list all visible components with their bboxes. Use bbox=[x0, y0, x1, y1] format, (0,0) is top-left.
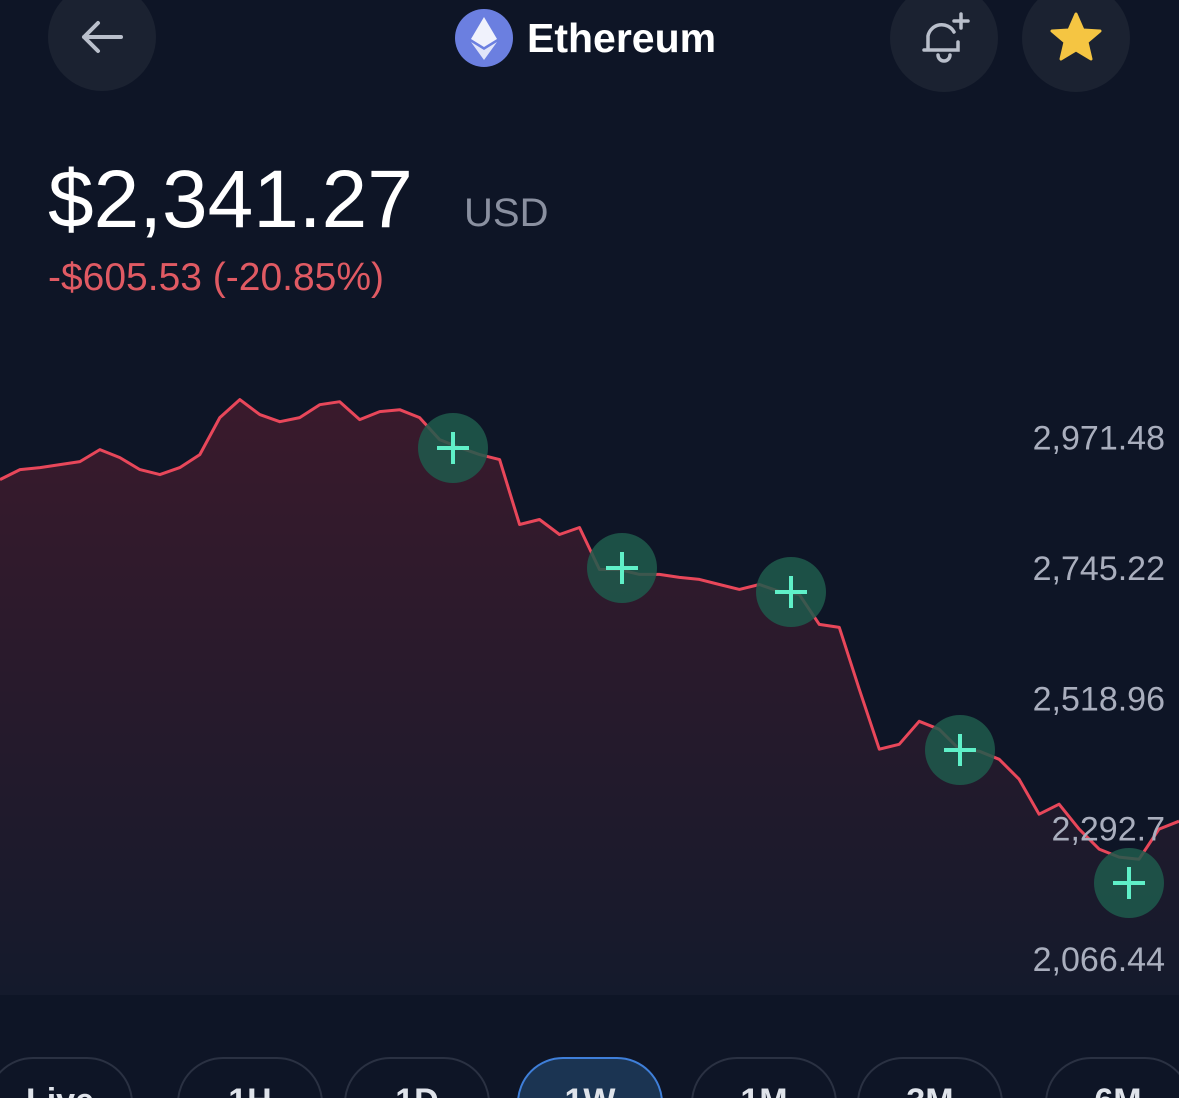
event-marker[interactable] bbox=[418, 413, 488, 483]
y-tick-label: 2,971.48 bbox=[1033, 420, 1165, 458]
tab-pill[interactable] bbox=[517, 1057, 663, 1098]
y-tick-label: 2,066.44 bbox=[1033, 941, 1165, 979]
tab-pill[interactable] bbox=[0, 1057, 133, 1098]
event-marker[interactable] bbox=[1094, 848, 1164, 918]
favorite-button[interactable] bbox=[1022, 0, 1130, 92]
tab-label[interactable]: 1W bbox=[565, 1082, 617, 1098]
y-tick-label: 2,745.22 bbox=[1033, 550, 1165, 588]
y-tick-label: 2,518.96 bbox=[1033, 680, 1165, 718]
currency: USD bbox=[464, 191, 548, 235]
tab-pill[interactable] bbox=[1045, 1057, 1179, 1098]
price: $2,341.27 bbox=[48, 154, 413, 245]
price-change: -$605.53 (-20.85%) bbox=[48, 256, 384, 299]
tab-pill[interactable] bbox=[691, 1057, 837, 1098]
tab-label[interactable]: 1D bbox=[395, 1082, 438, 1098]
tab-pill[interactable] bbox=[857, 1057, 1003, 1098]
alert-button[interactable] bbox=[890, 0, 998, 92]
coin-title: Ethereum bbox=[527, 15, 716, 61]
tab-label[interactable]: 1H bbox=[228, 1082, 271, 1098]
event-markers bbox=[418, 413, 1164, 918]
tab-label[interactable]: 1M bbox=[740, 1082, 787, 1098]
event-marker[interactable] bbox=[587, 533, 657, 603]
tab-label[interactable]: 3M bbox=[906, 1082, 953, 1098]
back-button[interactable] bbox=[48, 0, 156, 91]
tab-pill[interactable] bbox=[344, 1057, 490, 1098]
range-tabs: Live 1H 1D 1W 1M 3M 6M bbox=[0, 1057, 1179, 1098]
eth-logo bbox=[455, 9, 513, 67]
tab-pill[interactable] bbox=[177, 1057, 323, 1098]
tab-label[interactable]: 6M bbox=[1094, 1082, 1141, 1098]
chart: 2,066.44 2,292.7 2,518.96 2,745.22 2,971.48 bbox=[0, 398, 1179, 996]
area-fill bbox=[0, 399, 1179, 996]
tab-label[interactable]: Live bbox=[26, 1082, 94, 1098]
event-marker[interactable] bbox=[756, 557, 826, 627]
event-marker[interactable] bbox=[925, 715, 995, 785]
y-tick-label: 2,292.7 bbox=[1052, 811, 1165, 849]
